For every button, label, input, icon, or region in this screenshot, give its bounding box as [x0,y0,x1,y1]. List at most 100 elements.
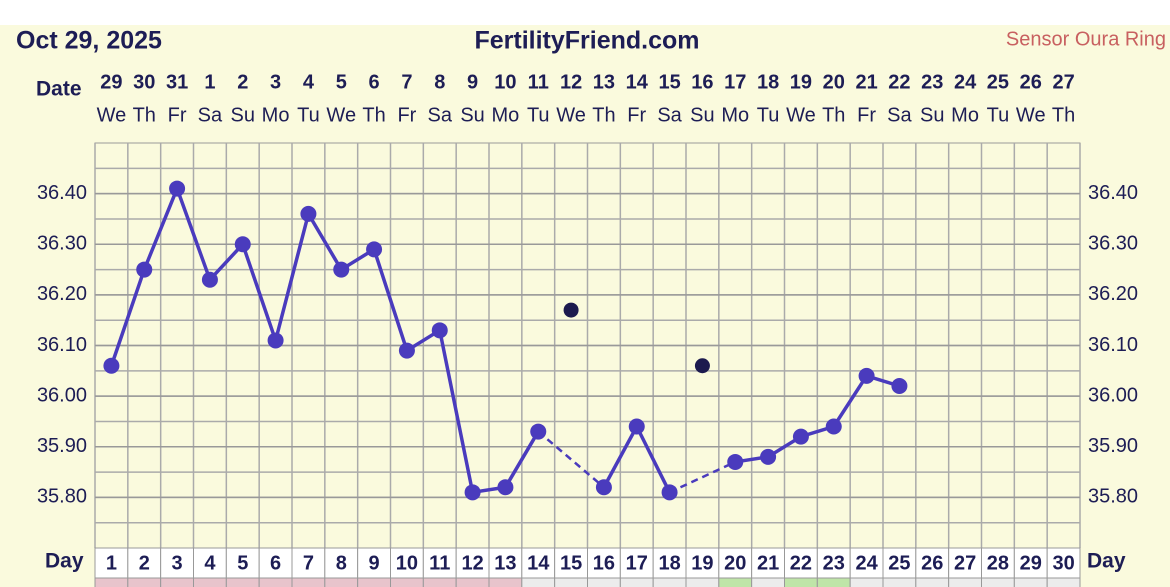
date-label: 1 [204,71,215,93]
y-tick-label: 36.00 [37,384,87,406]
day-strip [554,577,589,587]
day-strip [685,577,720,587]
day-cell [521,547,556,579]
date-label: 9 [467,71,478,93]
weekday-label: Mo [262,104,290,126]
day-label: 8 [336,552,347,574]
day-strip [1013,577,1048,587]
date-label: Date [36,78,82,101]
discarded-point [694,358,710,374]
day-strip [193,577,227,587]
day-strip [1046,577,1081,587]
weekday-label: Mo [721,104,749,126]
date-label: 3 [270,71,281,93]
day-strip [357,577,391,587]
day-label: Day [45,550,84,573]
weekday-label: Mo [492,104,520,126]
weekday-label: Mo [951,104,979,126]
day-strip [127,577,162,587]
weekday-label: Sa [657,104,682,126]
y-tick-label: 35.90 [37,435,87,457]
day-cell [849,547,884,579]
day-strip [160,577,195,587]
weekday-label: Th [822,104,845,126]
day-cell [94,547,129,579]
temperature-point [858,367,875,384]
day-strip [291,577,326,587]
date-label: 4 [303,71,315,93]
date-label: 12 [560,71,582,93]
weekday-label: Fr [397,104,416,126]
weekday-label: Sa [198,104,223,126]
day-label: 29 [1020,552,1042,574]
day-strip [816,577,851,587]
date-label: 21 [855,71,877,93]
temperature-point [103,357,120,374]
date-label: 16 [691,71,713,93]
date-label: 8 [434,71,445,93]
date-label: 14 [626,71,649,93]
day-label: 28 [987,552,1009,574]
date-label: 18 [757,71,779,93]
date-label: 31 [166,71,188,93]
temperature-point [398,342,415,359]
temperature-point [727,453,744,470]
day-strip [587,577,621,587]
day-label: 22 [790,552,812,574]
day-strip [948,577,983,587]
y-tick-label: 35.80 [37,486,87,508]
day-strip [488,577,523,587]
weekday-label: We [1016,104,1046,126]
weekday-label: Th [1052,104,1075,126]
day-strip [652,577,687,587]
date-label: 7 [401,71,412,93]
temperature-point [333,261,350,278]
day-label: 19 [691,552,713,574]
day-label: 18 [658,552,680,574]
date-label: 15 [658,71,680,93]
temperature-point [825,418,842,435]
day-strip [718,577,753,587]
day-cell [784,547,818,579]
weekday-label: We [556,104,586,126]
day-label: 6 [270,552,281,574]
weekday-label: Sa [887,104,912,126]
day-cell [258,547,293,579]
day-strip [422,577,457,587]
temperature-point [891,378,908,394]
date-label: 17 [724,71,746,93]
day-label: 5 [237,552,248,574]
weekday-label: Sa [428,104,453,126]
weekday-label: Fr [857,104,876,126]
weekday-label: Th [362,104,385,126]
day-label: 2 [139,552,150,574]
temperature-point [136,261,153,278]
y-tick-label: 36.40 [37,182,87,204]
weekday-label: Th [133,104,156,126]
weekday-label: We [97,104,127,126]
date-label: 2 [237,71,248,93]
day-strip [915,577,950,587]
weekday-label: Tu [757,104,780,126]
day-strip [784,577,818,587]
date-label: 23 [921,71,943,93]
day-strip [521,577,556,587]
weekday-label: We [326,104,356,126]
bridge-line [537,430,605,489]
day-strip [619,577,654,587]
day-label: 27 [954,552,976,574]
day-cell [455,547,490,579]
day-label: 21 [757,552,779,574]
weekday-label: We [786,104,816,126]
temperature-point [234,236,251,253]
temperature-point [366,241,383,258]
day-cell [554,547,589,579]
day-strip [225,577,260,587]
y-tick-label-right: 36.40 [1088,182,1138,204]
date-label: 19 [790,71,812,93]
temperature-point [201,271,218,288]
temperature-point [530,423,547,440]
date-label: 30 [133,71,155,93]
y-tick-label-right: 36.30 [1088,233,1138,255]
day-strip [455,577,490,587]
